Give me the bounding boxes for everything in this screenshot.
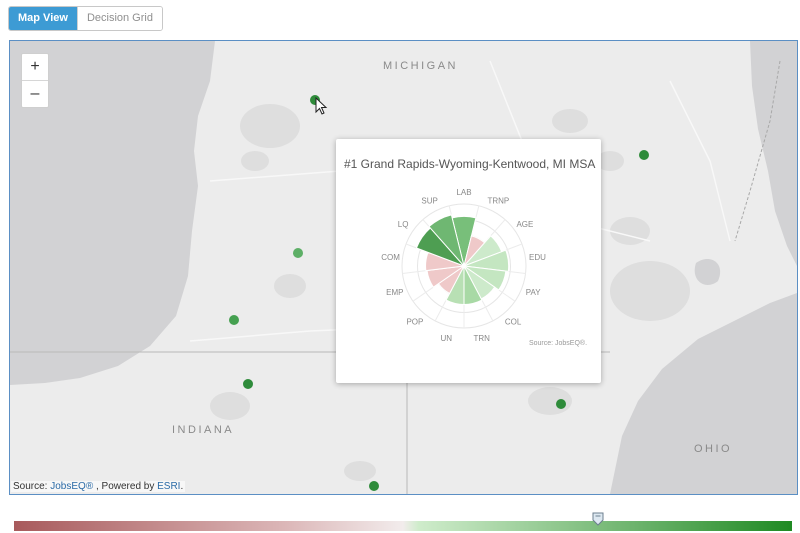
lake-huron: [750, 41, 797, 266]
attribution-middle: , Powered by: [93, 481, 158, 492]
lake-st-clair: [694, 259, 721, 285]
polar-label-com: COM: [381, 253, 400, 262]
map-panel[interactable]: + – MICHIGAN INDIANA OHIO Source: JobsEQ…: [9, 40, 798, 495]
lake-michigan: [10, 41, 215, 385]
polar-label-lq: LQ: [398, 220, 409, 229]
map-marker[interactable]: [369, 481, 379, 491]
esri-link[interactable]: ESRI: [157, 481, 181, 492]
map-view-button[interactable]: Map View: [9, 7, 77, 30]
view-toggle: Map View Decision Grid: [8, 6, 163, 31]
decision-grid-button[interactable]: Decision Grid: [76, 7, 162, 30]
polar-wedge-un[interactable]: [445, 265, 465, 305]
zoom-out-button[interactable]: –: [22, 80, 48, 107]
popup-title: #1 Grand Rapids-Wyoming-Kentwood, MI MSA: [344, 157, 596, 171]
score-color-ramp: [14, 521, 792, 531]
map-marker[interactable]: [556, 399, 566, 409]
attribution-suffix: .: [180, 481, 184, 492]
state-label-indiana: INDIANA: [172, 424, 235, 436]
lake-erie: [610, 293, 797, 494]
polar-label-edu: EDU: [529, 253, 546, 262]
map-marker[interactable]: [310, 95, 320, 105]
map-attribution: Source: JobsEQ® , Powered by ESRI.: [11, 481, 186, 492]
map-marker[interactable]: [243, 379, 253, 389]
zoom-control: + –: [21, 53, 49, 108]
polar-source-note: Source: JobsEQ®.: [529, 339, 587, 347]
state-label-ohio: OHIO: [694, 443, 733, 455]
map-marker[interactable]: [293, 248, 303, 258]
zoom-in-button[interactable]: +: [30, 58, 40, 75]
polar-label-un: UN: [441, 334, 453, 343]
attribution-prefix: Source:: [13, 481, 51, 492]
basemap: [10, 41, 797, 494]
polar-label-col: COL: [505, 317, 522, 326]
polar-label-pay: PAY: [526, 288, 541, 297]
region-popup: #1 Grand Rapids-Wyoming-Kentwood, MI MSA…: [336, 139, 601, 383]
polar-label-lab: LAB: [456, 188, 471, 197]
polar-label-trnp: TRNP: [487, 196, 509, 205]
polar-area-chart: LAB TRNP AGE EDU PAY COL TRN UN POP EMP COM LQ SUP So…: [381, 188, 587, 347]
map-marker[interactable]: [639, 150, 649, 160]
ramp-marker-icon[interactable]: [592, 512, 604, 526]
polar-label-age: AGE: [516, 220, 533, 229]
polar-wedge-pay[interactable]: [463, 265, 507, 291]
polar-label-trn: TRN: [473, 334, 490, 343]
map-marker[interactable]: [229, 315, 239, 325]
polar-label-pop: POP: [406, 317, 423, 326]
polar-wedge-sup[interactable]: [428, 214, 465, 267]
polar-label-sup: SUP: [421, 196, 437, 205]
state-label-michigan: MICHIGAN: [383, 60, 458, 72]
polar-wedge-edu[interactable]: [463, 249, 510, 272]
mouse-pointer-icon: [315, 97, 328, 115]
polar-label-emp: EMP: [386, 288, 403, 297]
jobseq-link[interactable]: JobsEQ®: [50, 481, 94, 492]
